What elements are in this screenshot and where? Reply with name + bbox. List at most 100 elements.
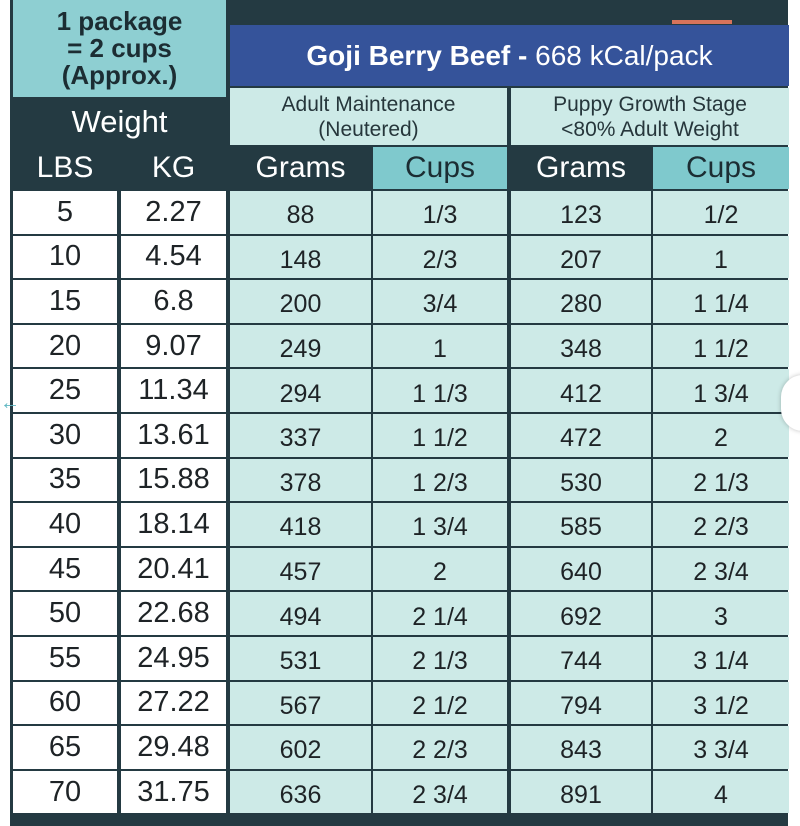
puppy-grams-cell: 207 [511, 235, 651, 279]
adult-grams-cell: 337 [230, 414, 371, 457]
puppy-cups-cell: 1 1/2 [653, 324, 789, 368]
adult-cups-cell: 1 3/4 [373, 503, 507, 546]
puppy-grams-heading: Grams [511, 147, 651, 189]
kg-cell: 2.27 [121, 191, 226, 234]
kg-cell: 11.34 [121, 369, 226, 412]
puppy-grams-cell: 843 [511, 726, 651, 769]
adult-cups-heading: Cups [373, 147, 507, 189]
kg-cell: 22.68 [121, 592, 226, 635]
adult-stage-heading: Adult Maintenance (Neutered) [230, 88, 507, 145]
kg-cell: 29.48 [121, 726, 226, 769]
puppy-stage-line: Puppy Growth Stage [553, 92, 747, 116]
back-arrow-icon[interactable]: ← [0, 392, 20, 414]
puppy-cups-cell: 2 3/4 [653, 547, 789, 591]
lbs-cell: 10 [13, 235, 117, 279]
adult-stage-line: Adult Maintenance [281, 92, 456, 116]
product-calories: 668 kCal/pack [527, 39, 713, 71]
adult-grams-cell: 531 [230, 637, 371, 680]
next-page-handle[interactable] [781, 375, 800, 431]
puppy-cups-cell: 2 2/3 [653, 503, 789, 546]
lbs-cell: 20 [13, 324, 117, 368]
adult-cups-cell: 2 3/4 [373, 770, 507, 814]
package-line: = 2 cups [67, 33, 172, 63]
adult-cups-cell: 1 2/3 [373, 458, 507, 502]
puppy-grams-cell: 891 [511, 770, 651, 814]
kg-cell: 4.54 [121, 235, 226, 279]
kg-heading: KG [121, 147, 226, 189]
adult-cups-cell: 2 2/3 [373, 726, 507, 769]
puppy-cups-cell: 3 [653, 592, 789, 635]
puppy-grams-cell: 585 [511, 503, 651, 546]
adult-cups-cell: 1/3 [373, 191, 507, 234]
lbs-cell: 45 [13, 547, 117, 591]
adult-grams-cell: 602 [230, 726, 371, 769]
puppy-cups-cell: 1/2 [653, 191, 789, 234]
kg-cell: 6.8 [121, 280, 226, 323]
puppy-cups-cell: 3 1/2 [653, 681, 789, 725]
lbs-cell: 25 [13, 369, 117, 412]
adult-cups-cell: 3/4 [373, 280, 507, 323]
lbs-cell: 5 [13, 191, 117, 234]
adult-cups-cell: 2 1/2 [373, 681, 507, 725]
adult-grams-cell: 457 [230, 547, 371, 591]
adult-grams-cell: 200 [230, 280, 371, 323]
kg-cell: 27.22 [121, 681, 226, 725]
puppy-stage-line: <80% Adult Weight [561, 117, 739, 141]
kg-cell: 13.61 [121, 414, 226, 457]
puppy-grams-cell: 692 [511, 592, 651, 635]
puppy-cups-heading: Cups [653, 147, 789, 189]
adult-stage-line: (Neutered) [318, 117, 419, 141]
adult-cups-cell: 1 [373, 324, 507, 368]
lbs-cell: 70 [13, 770, 117, 814]
puppy-cups-cell: 2 1/3 [653, 458, 789, 502]
puppy-cups-cell: 1 3/4 [653, 369, 789, 412]
adult-cups-cell: 1 1/2 [373, 414, 507, 457]
lbs-heading: LBS [13, 147, 117, 189]
kg-cell: 9.07 [121, 324, 226, 368]
adult-grams-cell: 378 [230, 458, 371, 502]
puppy-grams-cell: 348 [511, 324, 651, 368]
puppy-grams-cell: 530 [511, 458, 651, 502]
weight-heading: Weight [13, 99, 226, 145]
corner-accent [672, 20, 732, 24]
adult-grams-cell: 148 [230, 235, 371, 279]
adult-grams-cell: 88 [230, 191, 371, 234]
adult-grams-cell: 567 [230, 681, 371, 725]
puppy-cups-cell: 3 3/4 [653, 726, 789, 769]
puppy-cups-cell: 1 1/4 [653, 280, 789, 323]
package-line: 1 package [56, 6, 183, 36]
puppy-grams-cell: 472 [511, 414, 651, 457]
puppy-grams-cell: 280 [511, 280, 651, 323]
kg-cell: 15.88 [121, 458, 226, 502]
kg-cell: 31.75 [121, 770, 226, 814]
lbs-cell: 40 [13, 503, 117, 546]
adult-cups-cell: 1 1/3 [373, 369, 507, 412]
puppy-grams-cell: 412 [511, 369, 651, 412]
adult-grams-cell: 418 [230, 503, 371, 546]
adult-cups-cell: 2/3 [373, 235, 507, 279]
lbs-cell: 30 [13, 414, 117, 457]
lbs-cell: 50 [13, 592, 117, 635]
adult-cups-cell: 2 1/3 [373, 637, 507, 680]
puppy-grams-cell: 123 [511, 191, 651, 234]
adult-grams-cell: 294 [230, 369, 371, 412]
adult-grams-cell: 249 [230, 324, 371, 368]
puppy-grams-cell: 794 [511, 681, 651, 725]
puppy-stage-heading: Puppy Growth Stage <80% Adult Weight [511, 88, 789, 145]
product-name: Goji Berry Beef - [306, 39, 528, 71]
adult-grams-cell: 494 [230, 592, 371, 635]
puppy-grams-cell: 744 [511, 637, 651, 680]
lbs-cell: 35 [13, 458, 117, 502]
adult-grams-heading: Grams [230, 147, 371, 189]
adult-grams-cell: 636 [230, 770, 371, 814]
puppy-cups-cell: 4 [653, 770, 789, 814]
kg-cell: 24.95 [121, 637, 226, 680]
package-line: (Approx.) [61, 60, 178, 90]
kg-cell: 18.14 [121, 503, 226, 546]
package-info: 1 package = 2 cups (Approx.) [13, 0, 226, 97]
lbs-cell: 55 [13, 637, 117, 680]
product-title: Goji Berry Beef - 668 kCal/pack [230, 25, 789, 86]
puppy-cups-cell: 3 1/4 [653, 637, 789, 680]
puppy-cups-cell: 2 [653, 414, 789, 457]
puppy-cups-cell: 1 [653, 235, 789, 279]
